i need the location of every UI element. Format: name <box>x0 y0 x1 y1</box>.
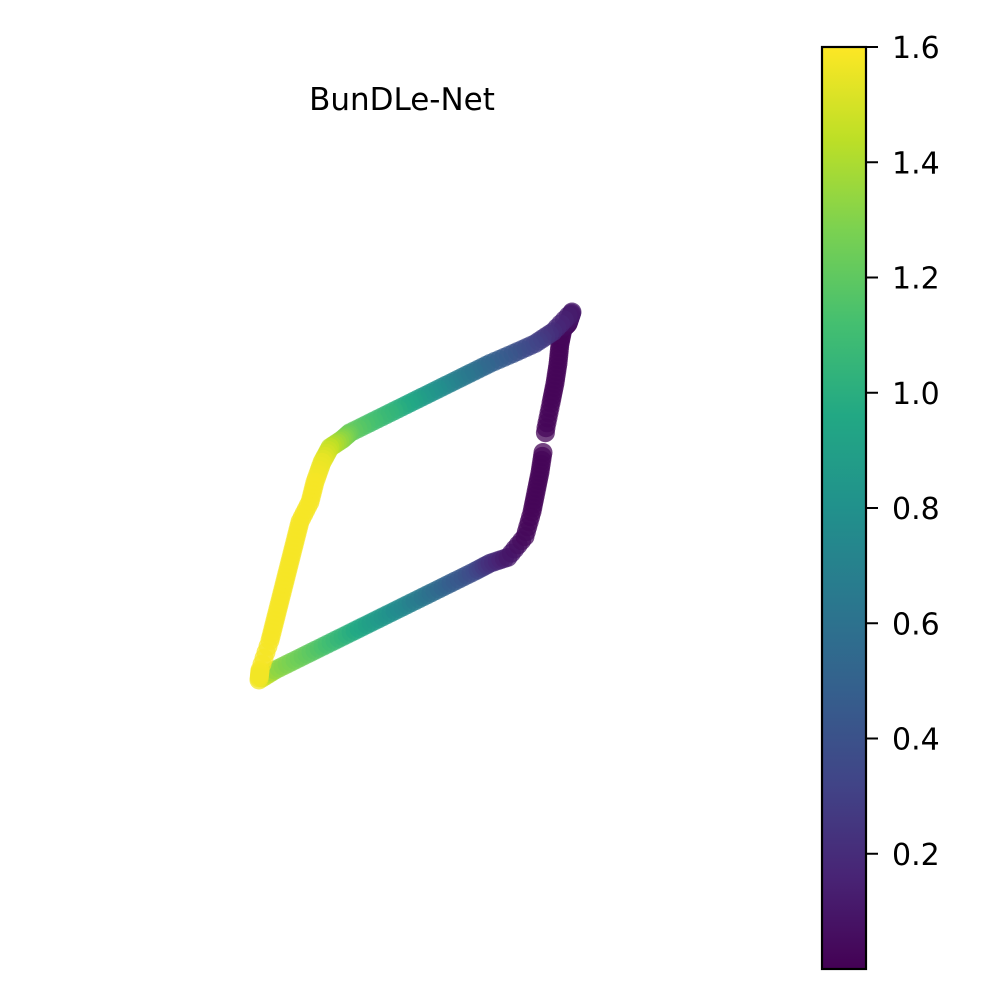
colorbar: 0.2 0.4 0.6 0.8 1.0 1.2 1.4 1.6 <box>820 31 940 971</box>
colorbar-tick-label: 1.6 <box>892 31 940 66</box>
colorbar-tick-label: 0.8 <box>892 492 940 527</box>
colorbar-ticks: 0.2 0.4 0.6 0.8 1.0 1.2 1.4 1.6 <box>866 31 940 873</box>
colorbar-tick-label: 1.2 <box>892 262 940 297</box>
colorbar-tick-label: 0.6 <box>892 607 940 642</box>
scatter-point <box>249 668 269 688</box>
colorbar-gradient <box>822 47 866 969</box>
colorbar-tick-label: 1.0 <box>892 377 940 412</box>
colorbar-tick-label: 0.4 <box>892 723 940 758</box>
colorbar-tick-label: 0.2 <box>892 838 940 873</box>
colorbar-tick-label: 1.4 <box>892 146 940 181</box>
chart-title: BunDLe-Net <box>309 82 495 118</box>
scatter-point <box>533 442 553 462</box>
plot-area <box>249 302 582 690</box>
